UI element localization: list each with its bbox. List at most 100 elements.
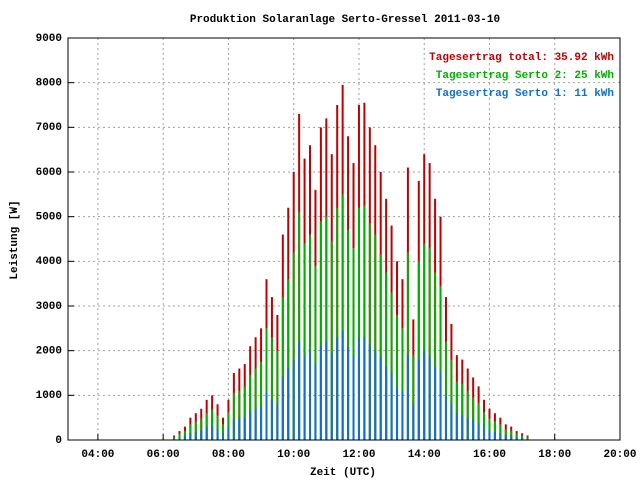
bar: [483, 427, 486, 440]
y-tick-label: 2000: [36, 346, 62, 358]
bar: [325, 341, 328, 440]
bar: [504, 429, 507, 440]
bar: [270, 399, 273, 440]
bar: [406, 252, 409, 440]
bar: [303, 243, 306, 440]
bar: [472, 397, 475, 440]
bar: [325, 216, 328, 440]
bar: [298, 341, 301, 440]
y-tick-label: 3000: [36, 301, 62, 313]
bar: [412, 404, 415, 440]
bar: [216, 415, 219, 440]
bar: [243, 386, 246, 440]
bar: [232, 419, 235, 440]
y-tick-label: 9000: [36, 33, 62, 45]
bar: [499, 424, 502, 440]
bar: [265, 390, 268, 440]
bar: [466, 390, 469, 440]
bar: [390, 292, 393, 440]
bar: [363, 205, 366, 440]
bar: [341, 194, 344, 440]
bar: [319, 221, 322, 440]
bar: [477, 402, 480, 440]
bar: [205, 426, 208, 440]
y-tick-label: 0: [55, 435, 62, 447]
y-tick-label: 4000: [36, 256, 62, 268]
y-tick-label: 1000: [36, 390, 62, 402]
bar: [428, 247, 431, 440]
bar: [461, 384, 464, 440]
bar: [510, 430, 513, 440]
bar: [276, 404, 279, 440]
bar: [488, 430, 491, 440]
bar: [287, 368, 290, 440]
x-tick-label: 08:00: [212, 449, 245, 461]
bar: [423, 350, 426, 440]
bar: [330, 241, 333, 440]
bar: [336, 207, 339, 440]
bar: [483, 412, 486, 440]
bar: [276, 350, 279, 440]
bar: [347, 230, 350, 440]
bar: [330, 352, 333, 440]
bar: [374, 234, 377, 440]
bar: [254, 368, 257, 440]
bar: [515, 437, 518, 440]
bar: [368, 343, 371, 440]
x-tick-label: 04:00: [81, 449, 114, 461]
bar: [444, 395, 447, 440]
bar: [183, 435, 186, 440]
bar: [504, 435, 507, 440]
bar: [200, 430, 203, 440]
bar: [510, 435, 513, 440]
bar: [216, 428, 219, 440]
bar: [221, 433, 224, 440]
bar: [238, 417, 241, 440]
bar: [385, 366, 388, 440]
bar: [444, 341, 447, 440]
bar: [412, 355, 415, 440]
bar: [379, 357, 382, 440]
x-tick-label: 12:00: [342, 449, 375, 461]
bar: [194, 421, 197, 440]
bar: [292, 252, 295, 440]
x-tick-label: 14:00: [408, 449, 441, 461]
bar: [385, 272, 388, 440]
bar: [379, 254, 382, 440]
bar: [227, 412, 230, 440]
bar: [363, 337, 366, 440]
bar: [211, 409, 214, 440]
chart-title: Produktion Solaranlage Serto-Gressel 201…: [190, 14, 500, 26]
bar: [347, 346, 350, 440]
bar: [423, 243, 426, 440]
bar: [461, 415, 464, 440]
bar: [417, 261, 420, 440]
legend-entry: Tagesertrag total: 35.92 kWh: [429, 52, 614, 64]
bar: [309, 234, 312, 440]
bar: [281, 297, 284, 440]
bar: [455, 413, 458, 440]
bar: [178, 433, 181, 440]
bar: [396, 314, 399, 440]
bar: [526, 436, 529, 440]
x-tick-label: 10:00: [277, 449, 310, 461]
bar: [303, 355, 306, 440]
plot-border: [67, 37, 621, 441]
bar: [227, 427, 230, 440]
bar: [401, 328, 404, 440]
bar: [178, 437, 181, 440]
y-tick-label: 8000: [36, 78, 62, 90]
bar: [439, 285, 442, 440]
bar: [455, 381, 458, 440]
bar: [488, 418, 491, 440]
bar: [417, 359, 420, 440]
bar: [238, 390, 241, 440]
bar: [232, 393, 235, 440]
bar: [249, 375, 252, 440]
y-tick-label: 5000: [36, 212, 62, 224]
bar: [493, 421, 496, 440]
bar: [477, 423, 480, 440]
bar: [287, 279, 290, 440]
bar: [396, 386, 399, 440]
